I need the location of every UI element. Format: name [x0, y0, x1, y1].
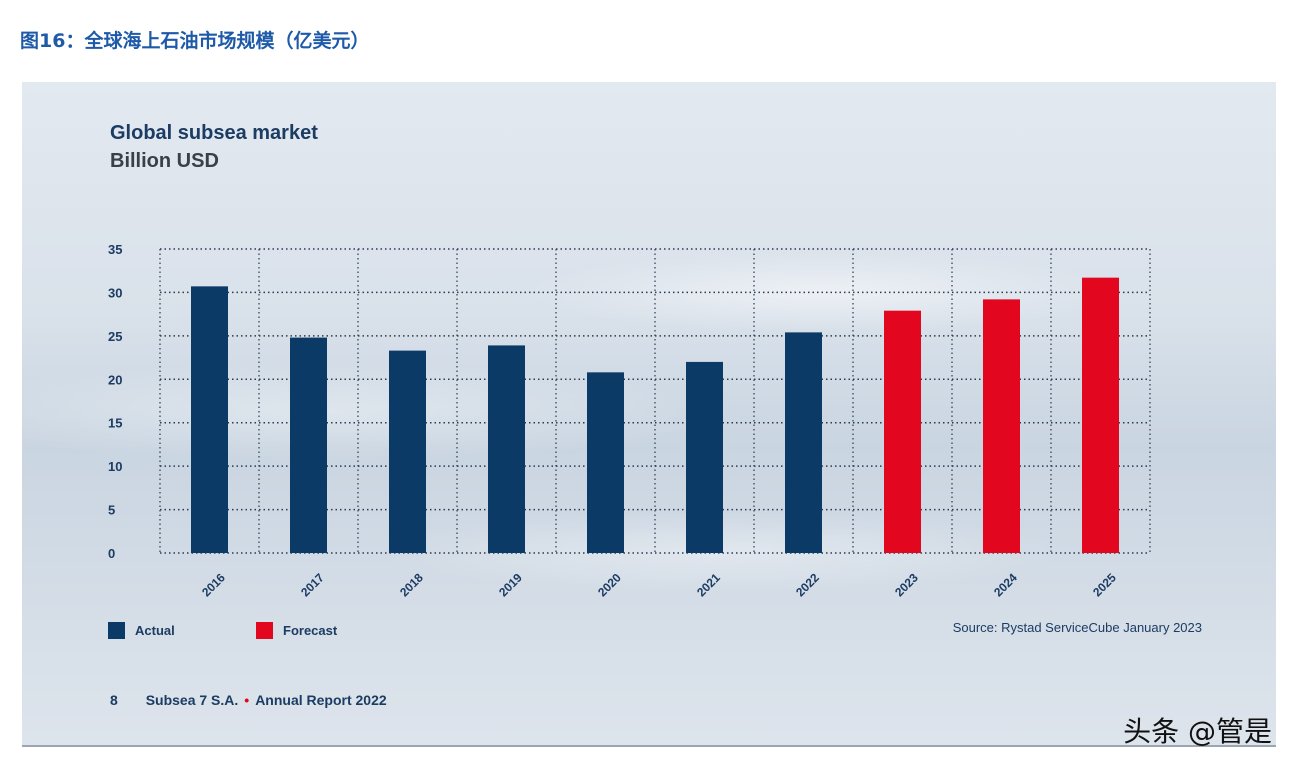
- legend-swatch-forecast: [256, 622, 273, 639]
- chart-subtitle: Billion USD: [110, 150, 219, 172]
- x-tick-label: 2021: [694, 570, 723, 599]
- y-tick-label: 0: [108, 546, 115, 561]
- source-note: Source: Rystad ServiceCube January 2023: [952, 620, 1202, 635]
- bar-2025: [1082, 277, 1119, 553]
- y-tick-label: 10: [108, 459, 122, 474]
- x-tick-label: 2017: [298, 570, 327, 599]
- x-tick-label: 2025: [1090, 570, 1119, 599]
- figure-title: 图16：全球海上石油市场规模（亿美元）: [20, 30, 370, 52]
- bar-2021: [686, 361, 723, 553]
- y-tick-label: 15: [108, 416, 122, 431]
- legend-forecast: Forecast: [256, 622, 337, 639]
- page-number: 8: [110, 692, 118, 708]
- y-tick-label: 30: [108, 285, 122, 300]
- chart-title: Global subsea market: [110, 122, 318, 144]
- footer-company: Subsea 7 S.A.: [145, 692, 239, 708]
- bar-2017: [290, 337, 327, 553]
- y-tick-label: 20: [108, 372, 122, 387]
- y-tick-label: 25: [108, 329, 122, 344]
- x-tick-label: 2024: [991, 570, 1020, 599]
- bar-2019: [488, 345, 525, 553]
- x-tick-label: 2016: [199, 570, 228, 599]
- footer-report: Annual Report 2022: [255, 692, 387, 708]
- watermark: 头条 @管是: [1123, 715, 1272, 748]
- footer: 8 Subsea 7 S.A. • Annual Report 2022: [110, 692, 387, 708]
- x-tick-label: 2018: [397, 570, 426, 599]
- legend-swatch-actual: [108, 622, 125, 639]
- x-tick-label: 2019: [496, 570, 525, 599]
- bar-2018: [389, 350, 426, 553]
- legend-label-actual: Actual: [135, 623, 175, 638]
- bar-2023: [884, 310, 921, 553]
- footer-dot: •: [244, 692, 250, 708]
- legend-actual: Actual: [108, 622, 175, 639]
- bar-2016: [191, 286, 228, 553]
- y-tick-label: 5: [108, 503, 115, 518]
- chart-panel: Global subsea market Billion USD 0 5 10 15 2…: [22, 82, 1276, 747]
- x-tick-label: 2023: [892, 570, 921, 599]
- x-tick-label: 2020: [595, 570, 624, 599]
- bar-2020: [587, 372, 624, 553]
- bar-2024: [983, 299, 1020, 553]
- x-tick-label: 2022: [793, 570, 822, 599]
- legend-label-forecast: Forecast: [283, 623, 338, 638]
- y-tick-label: 35: [108, 242, 122, 257]
- bar-2022: [785, 332, 822, 553]
